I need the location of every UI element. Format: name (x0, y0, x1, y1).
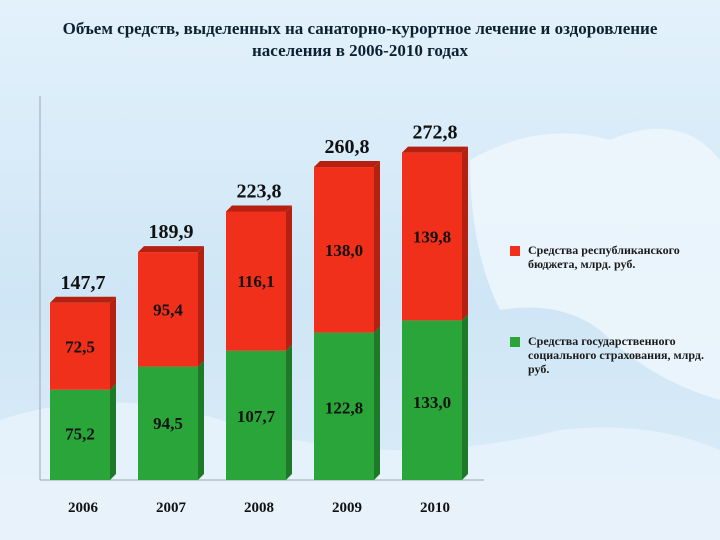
data-label-budget-2008: 116,1 (237, 272, 274, 291)
bar-side-budget-2007 (198, 246, 204, 367)
data-label-social-insurance-2010: 133,0 (413, 393, 451, 412)
bar-side-social-insurance-2008 (286, 344, 292, 480)
bar-top-face-2010 (402, 146, 468, 153)
x-tick-label-2007: 2007 (156, 500, 187, 516)
bar-budget-2007 (138, 252, 198, 367)
legend-label-budget: Средства республиканского бюджета, млрд.… (528, 243, 680, 271)
bar-side-social-insurance-2009 (374, 326, 380, 480)
data-label-budget-2006: 72,5 (65, 337, 95, 356)
bar-top-face-2009 (314, 161, 380, 168)
bar-budget-2009 (314, 167, 374, 333)
data-label-social-insurance-2006: 75,2 (65, 424, 95, 443)
bar-side-social-insurance-2006 (110, 383, 116, 480)
data-label-social-insurance-2009: 122,8 (325, 399, 363, 418)
bar-budget-2010 (402, 152, 462, 321)
bar-social-insurance-2010 (402, 320, 462, 480)
legend-label-social-insurance: Средства государственного социального ст… (528, 334, 704, 376)
x-tick-label-2008: 2008 (244, 500, 274, 516)
total-label-2008: 223,8 (237, 180, 282, 202)
data-label-budget-2010: 139,8 (413, 228, 451, 247)
total-label-2009: 260,8 (325, 136, 370, 158)
bar-side-budget-2006 (110, 296, 116, 390)
bar-side-budget-2009 (374, 161, 380, 333)
bar-side-social-insurance-2007 (198, 360, 204, 480)
bar-top-face-2006 (50, 296, 116, 303)
legend-swatch-social-insurance (510, 337, 520, 347)
chart-title: Объем средств, выделенных на санаторно-к… (62, 19, 658, 60)
x-tick-label-2006: 2006 (68, 500, 99, 516)
total-label-2007: 189,9 (149, 221, 194, 243)
bar-top-face-2007 (138, 246, 204, 253)
data-label-budget-2009: 138,0 (325, 241, 363, 260)
data-label-social-insurance-2007: 94,5 (153, 414, 183, 433)
total-label-2010: 272,8 (413, 122, 458, 144)
bar-budget-2008 (226, 211, 286, 351)
total-label-2006: 147,7 (61, 272, 106, 294)
data-label-social-insurance-2008: 107,7 (237, 407, 276, 426)
bar-social-insurance-2008 (226, 350, 286, 480)
bar-top-face-2008 (226, 205, 292, 212)
x-tick-label-2010: 2010 (420, 500, 450, 516)
data-label-budget-2007: 95,4 (153, 300, 183, 319)
bar-side-budget-2008 (286, 205, 292, 351)
bar-budget-2006 (50, 302, 110, 390)
legend-swatch-budget (510, 246, 520, 256)
bar-side-social-insurance-2010 (462, 314, 468, 480)
bar-social-insurance-2009 (314, 332, 374, 480)
x-tick-label-2009: 2009 (332, 500, 362, 516)
bar-social-insurance-2007 (138, 366, 198, 480)
bar-social-insurance-2006 (50, 389, 110, 480)
bar-side-budget-2010 (462, 146, 468, 321)
